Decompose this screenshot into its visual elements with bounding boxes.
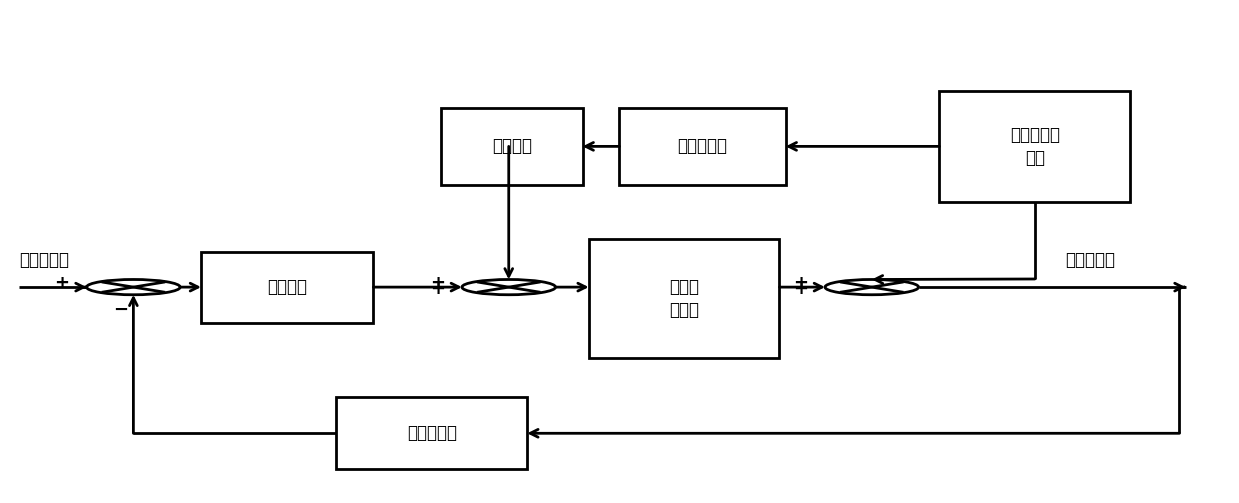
Text: 温度传感器: 温度传感器 (678, 137, 727, 155)
Text: +: + (430, 274, 445, 292)
Text: 液位测量器: 液位测量器 (406, 425, 457, 442)
Bar (441, 108, 582, 185)
Text: +: + (55, 274, 69, 292)
Ellipse shape (825, 280, 918, 295)
Text: −: − (114, 301, 129, 318)
Text: +: + (793, 274, 808, 292)
Ellipse shape (462, 280, 555, 295)
Bar (620, 108, 786, 185)
Ellipse shape (87, 280, 180, 295)
Text: 热源侧传热
温度: 热源侧传热 温度 (1010, 126, 1059, 167)
Text: 主控制器: 主控制器 (268, 278, 307, 296)
Bar (201, 252, 373, 323)
Text: +: + (430, 280, 445, 298)
Bar (337, 397, 528, 469)
Text: +: + (793, 280, 808, 298)
Text: 液位给定値: 液位给定値 (19, 252, 69, 270)
Text: 冷凝器
出口阀: 冷凝器 出口阀 (669, 278, 699, 319)
Bar (939, 91, 1130, 202)
Text: 前馈补偿: 前馈补偿 (492, 137, 532, 155)
Text: 储液罐液位: 储液罐液位 (1066, 252, 1115, 270)
Bar (589, 239, 779, 358)
